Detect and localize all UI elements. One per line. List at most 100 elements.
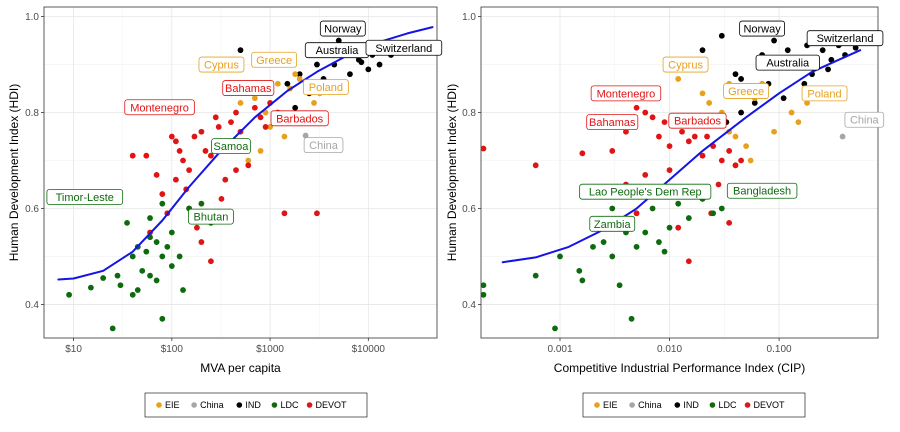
legend-item-china: China [629, 400, 662, 410]
data-point-devot [691, 133, 698, 140]
data-point-devot [153, 171, 160, 178]
country-label-text: Cyprus [204, 60, 239, 72]
legend-item-eie: EIE [594, 400, 618, 410]
data-point-ldc [616, 282, 623, 289]
country-label-box [801, 85, 848, 102]
country-label: Bahamas [222, 80, 275, 96]
country-label-box [579, 183, 712, 200]
country-label-text: Zambia [594, 219, 632, 231]
y-tick-label: 0.4 [462, 300, 476, 311]
legend-label: DEVOT [754, 400, 786, 410]
country-label-box [222, 80, 275, 96]
data-point-devot [172, 138, 179, 145]
country-label: Australia [755, 54, 820, 71]
data-point-ldc [168, 263, 175, 269]
country-label-box [303, 79, 349, 96]
legend-label: DEVOT [316, 400, 348, 410]
data-point-devot [666, 167, 673, 174]
data-point-ind [852, 44, 859, 51]
country-label-box [662, 56, 709, 73]
data-point-devot [623, 128, 629, 135]
data-point-devot [726, 219, 733, 226]
country-label: Timor-Leste [46, 189, 124, 205]
data-point-ind [314, 61, 320, 68]
country-label: Cyprus [662, 56, 709, 73]
data-point-devot [732, 162, 739, 169]
data-point-devot [233, 109, 239, 116]
data-point-ind [292, 104, 299, 111]
data-point-devot [532, 162, 539, 169]
country-label-box [589, 215, 636, 232]
data-point-ldc [153, 277, 160, 284]
data-point-ind [738, 76, 744, 82]
data-point-devot [579, 150, 586, 157]
country-label-text: Switzerland [817, 33, 874, 45]
country-label: Montenegro [590, 85, 662, 102]
x-axis-title: MVA per capita [200, 361, 281, 375]
legend-item-devot: DEVOT [744, 400, 786, 410]
data-point-devot [738, 157, 744, 164]
country-label: Poland [801, 85, 848, 102]
data-point-ldc [532, 272, 539, 279]
legend-label: LDC [280, 400, 299, 410]
series-china [302, 132, 309, 139]
country-label: Greece [251, 51, 298, 68]
data-point-eie [257, 148, 264, 154]
legend-item-ind: IND [674, 400, 699, 410]
country-label: Cyprus [198, 56, 245, 73]
country-label: Greece [723, 83, 769, 99]
y-tick-label: 0.6 [25, 204, 39, 215]
data-point-ind [296, 71, 303, 78]
data-point-devot [262, 124, 269, 130]
x-tick-label: 0.100 [767, 344, 792, 355]
country-label-text: Norway [743, 24, 781, 36]
data-point-eie [296, 76, 303, 82]
country-label: Norway [739, 20, 785, 37]
country-label: Barbados [668, 112, 727, 129]
legend-label: EIE [603, 400, 618, 410]
legend: EIE China IND LDC DEVOT [582, 392, 806, 418]
data-point-devot [198, 128, 205, 135]
data-point-ldc [656, 239, 662, 245]
y-tick-label: 0.8 [462, 108, 476, 119]
data-point-ldc [176, 253, 183, 260]
country-label-text: Poland [309, 82, 343, 94]
data-point-devot [642, 171, 649, 178]
data-point-eie [237, 100, 244, 106]
data-point-eie [788, 109, 795, 116]
data-point-devot [726, 148, 733, 154]
data-point-devot [609, 148, 616, 154]
country-label-box [590, 85, 662, 102]
data-point-ind [780, 95, 787, 102]
data-point-ind [376, 61, 383, 68]
data-point-devot [159, 191, 166, 197]
data-point-china [302, 132, 309, 139]
data-point-devot [222, 176, 229, 183]
legend-item-devot: DEVOT [306, 400, 348, 410]
data-point-ldc [579, 277, 586, 284]
data-point-eie [771, 128, 777, 135]
data-point-ldc [557, 253, 563, 260]
data-point-china [839, 133, 846, 140]
country-label-box [723, 83, 769, 99]
legend-box [582, 392, 806, 418]
data-point-devot [649, 114, 656, 121]
data-point-ldc [609, 253, 616, 260]
country-label: Switzerland [806, 30, 884, 47]
country-label-text: Australia [766, 58, 810, 70]
data-point-devot [191, 133, 198, 140]
data-point-ldc [129, 253, 136, 260]
data-point-eie [699, 90, 706, 97]
country-label-box [668, 112, 727, 129]
data-point-devot [215, 124, 222, 130]
data-point-devot [218, 195, 225, 202]
data-point-eie [251, 95, 258, 102]
panel-border [43, 6, 438, 339]
legend-item-ldc: LDC [271, 400, 299, 410]
data-point-devot [233, 167, 239, 174]
data-point-devot [251, 104, 258, 111]
panel-2: 0.4 0.6 0.8 1.0 0.001 0.010 0.100 Competitive I… [445, 6, 885, 418]
data-point-eie [743, 143, 750, 150]
y-tick-label: 0.4 [25, 300, 39, 311]
country-label-text: China [309, 140, 339, 152]
